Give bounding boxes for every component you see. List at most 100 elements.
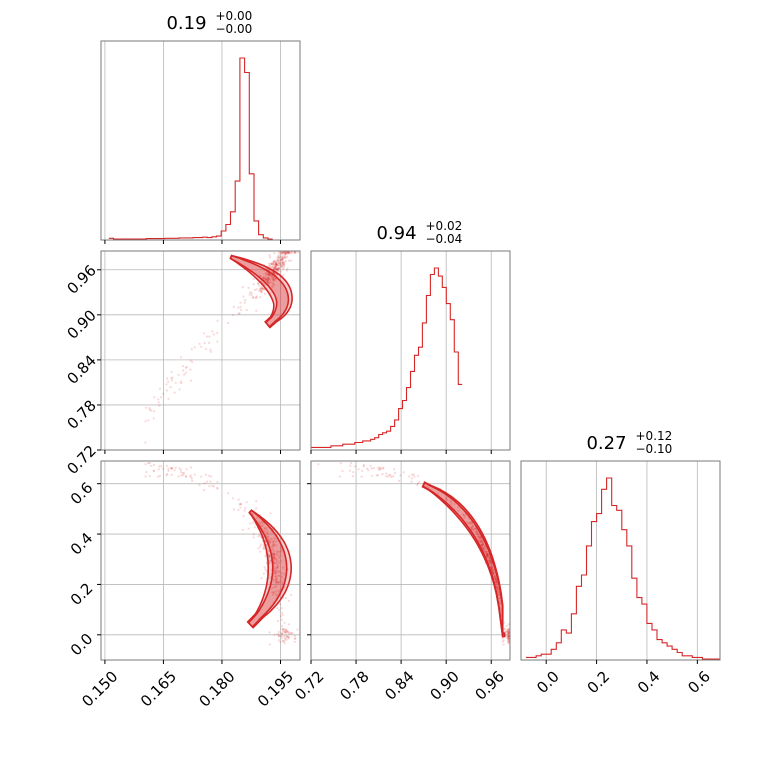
sample-point	[284, 252, 287, 255]
sample-point	[494, 576, 497, 579]
sample-point	[182, 369, 185, 372]
sample-point	[275, 566, 278, 569]
sample-point	[284, 636, 287, 639]
sample-point	[457, 509, 460, 512]
sample-point	[491, 567, 494, 570]
sample-point	[274, 266, 277, 269]
sample-point	[402, 471, 405, 474]
sample-point	[268, 273, 272, 276]
sample-point	[479, 538, 483, 541]
sample-point	[268, 553, 271, 556]
sample-point	[280, 255, 283, 258]
sample-point	[287, 251, 290, 254]
sample-point	[239, 305, 242, 308]
sample-point	[268, 555, 271, 558]
sample-point	[494, 577, 497, 580]
sample-point	[485, 550, 488, 554]
sample-point	[496, 586, 499, 589]
sample-point	[280, 255, 283, 258]
sample-point	[281, 256, 284, 259]
sample-point	[237, 312, 240, 315]
sample-point	[277, 256, 281, 259]
sample-point	[293, 640, 296, 643]
sample-point	[180, 356, 183, 359]
sample-point	[284, 630, 287, 633]
sample-point	[180, 474, 183, 477]
sample-point	[387, 475, 390, 478]
sample-point	[276, 269, 279, 272]
sample-point	[264, 272, 267, 275]
sample-point	[280, 634, 283, 637]
sample-point	[273, 266, 276, 269]
sample-point	[507, 641, 510, 644]
sample-point	[267, 278, 271, 281]
sample-point	[486, 553, 489, 556]
sample-point	[269, 538, 272, 541]
sample-point	[180, 471, 183, 474]
sample-point	[158, 465, 161, 468]
sample-point	[267, 276, 270, 279]
sample-point	[271, 261, 274, 264]
sample-point	[272, 262, 276, 265]
sample-point	[486, 553, 489, 557]
sample-point	[268, 272, 271, 275]
sample-point	[145, 406, 148, 409]
sample-point	[282, 629, 285, 632]
sample-point	[189, 379, 193, 382]
sample-point	[276, 259, 279, 262]
sample-point	[282, 251, 285, 254]
sample-point	[273, 558, 276, 561]
sample-point	[271, 281, 274, 284]
sample-point	[491, 565, 494, 568]
sample-point	[272, 552, 275, 555]
sample-point	[486, 553, 489, 556]
sample-point	[280, 575, 284, 578]
sample-point	[482, 547, 485, 550]
sample-point	[152, 410, 156, 413]
sample-point	[284, 632, 287, 635]
sample-point	[273, 567, 276, 570]
sample-point	[268, 573, 271, 576]
sample-point	[250, 294, 253, 297]
title-minus-1: −0.00	[216, 22, 253, 36]
sample-point	[293, 637, 296, 640]
sample-point	[275, 567, 278, 570]
sample-point	[494, 575, 497, 578]
sample-point	[185, 475, 188, 478]
sample-point	[152, 469, 156, 472]
sample-point	[376, 474, 380, 477]
sample-point	[262, 277, 265, 280]
sample-point	[270, 262, 273, 266]
sample-point	[216, 319, 219, 322]
sample-point	[189, 359, 192, 362]
sample-point	[277, 267, 280, 270]
sample-point	[216, 486, 219, 489]
sample-point	[191, 360, 194, 363]
sample-point	[502, 643, 505, 646]
sample-point	[490, 561, 493, 564]
sample-point	[496, 590, 500, 593]
sample-point	[277, 570, 280, 573]
sample-point	[276, 607, 279, 610]
sample-point	[479, 540, 483, 543]
sample-point	[249, 291, 252, 294]
sample-point	[486, 555, 489, 558]
sample-point	[475, 531, 478, 534]
sample-point	[267, 540, 271, 543]
sample-point	[425, 485, 428, 488]
title-minus-2: −0.04	[426, 232, 463, 246]
sample-point	[267, 550, 270, 553]
sample-point	[272, 543, 275, 546]
sample-point	[463, 515, 466, 518]
sample-point	[200, 475, 203, 478]
sample-point	[293, 634, 296, 638]
sample-point	[271, 540, 274, 543]
sample-point	[507, 637, 510, 640]
sample-point	[284, 256, 287, 259]
sample-point	[480, 544, 483, 547]
sample-point	[375, 474, 378, 477]
sample-point	[290, 251, 293, 254]
sample-point	[482, 545, 485, 548]
sample-point	[238, 312, 241, 315]
sample-point	[381, 473, 384, 476]
